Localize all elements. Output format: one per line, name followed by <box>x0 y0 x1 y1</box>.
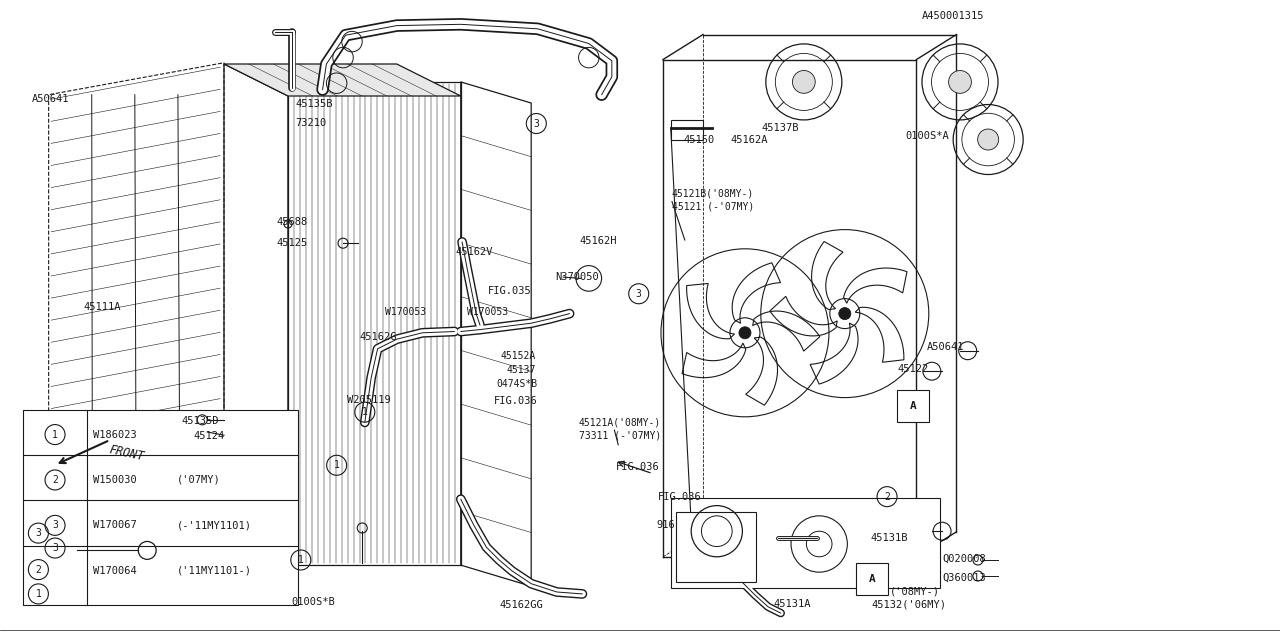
Text: 1: 1 <box>298 555 303 565</box>
Text: 3: 3 <box>52 543 58 553</box>
Text: W170053: W170053 <box>467 307 508 317</box>
Text: A50641: A50641 <box>927 342 964 352</box>
Text: 45150: 45150 <box>684 134 714 145</box>
Text: W170064: W170064 <box>93 566 137 576</box>
Text: N370050: N370050 <box>556 272 599 282</box>
Text: W170067: W170067 <box>93 520 137 531</box>
Text: 45137B: 45137B <box>762 123 799 133</box>
Text: 0100S*B: 0100S*B <box>292 596 335 607</box>
Text: 45688: 45688 <box>276 217 307 227</box>
Text: ('11MY1101-): ('11MY1101-) <box>177 566 252 576</box>
Bar <box>671 120 703 140</box>
Text: 45135D: 45135D <box>182 416 219 426</box>
Text: 45121B('08MY-): 45121B('08MY-) <box>672 188 754 198</box>
Text: 0100S*A: 0100S*A <box>905 131 948 141</box>
Text: 3: 3 <box>534 118 539 129</box>
Text: A: A <box>869 574 876 584</box>
Text: 1: 1 <box>52 429 58 440</box>
Text: 45135B: 45135B <box>296 99 333 109</box>
Circle shape <box>838 308 851 319</box>
Text: 2: 2 <box>884 492 890 502</box>
Text: Q020008: Q020008 <box>942 554 986 564</box>
Text: 45124: 45124 <box>193 431 224 442</box>
Text: ('07MY): ('07MY) <box>177 475 220 485</box>
Text: 1: 1 <box>334 460 339 470</box>
Text: 45162GG: 45162GG <box>499 600 543 610</box>
Text: ('08MY-): ('08MY-) <box>890 586 940 596</box>
Text: 45111A: 45111A <box>83 302 120 312</box>
Text: 45122: 45122 <box>897 364 928 374</box>
Text: 45131A: 45131A <box>773 599 810 609</box>
Text: 45162H: 45162H <box>580 236 617 246</box>
Text: 45162G: 45162G <box>360 332 397 342</box>
Text: 45121A('08MY-): 45121A('08MY-) <box>579 417 660 428</box>
Text: 45152A: 45152A <box>500 351 536 362</box>
Text: 91612E: 91612E <box>657 520 694 530</box>
Text: 1: 1 <box>362 407 367 417</box>
Text: 1: 1 <box>36 589 41 599</box>
Text: W150030: W150030 <box>93 475 137 485</box>
Text: W186023: W186023 <box>93 429 137 440</box>
Text: W205119: W205119 <box>347 395 390 405</box>
Polygon shape <box>224 64 461 96</box>
Text: 45125: 45125 <box>276 238 307 248</box>
Text: 73210: 73210 <box>296 118 326 128</box>
Text: W170053: W170053 <box>385 307 426 317</box>
Bar <box>856 563 888 595</box>
Text: 0474S*B: 0474S*B <box>497 379 538 389</box>
Bar <box>671 498 940 588</box>
Bar <box>676 512 755 582</box>
Text: FIG.036: FIG.036 <box>616 462 659 472</box>
Ellipse shape <box>792 70 815 93</box>
Text: 73311 (-'07MY): 73311 (-'07MY) <box>579 430 660 440</box>
Text: A50641: A50641 <box>32 93 69 104</box>
Bar <box>23 410 298 605</box>
Text: 3: 3 <box>52 520 58 531</box>
Text: 45132('06MY): 45132('06MY) <box>872 599 947 609</box>
Ellipse shape <box>978 129 998 150</box>
Text: FIG.035: FIG.035 <box>488 286 531 296</box>
Bar <box>897 390 929 422</box>
Text: 3: 3 <box>636 289 641 299</box>
Text: FRONT: FRONT <box>108 443 146 463</box>
Text: 45137: 45137 <box>507 365 536 375</box>
Ellipse shape <box>948 70 972 93</box>
Text: FIG.036: FIG.036 <box>494 396 538 406</box>
Text: Q360013: Q360013 <box>942 573 986 583</box>
Text: (-'11MY1101): (-'11MY1101) <box>177 520 252 531</box>
Text: 2: 2 <box>52 475 58 485</box>
Text: A450001315: A450001315 <box>922 11 984 21</box>
Text: 3: 3 <box>36 528 41 538</box>
Circle shape <box>739 327 751 339</box>
Text: 45162A: 45162A <box>731 134 768 145</box>
Text: 45162V: 45162V <box>456 246 493 257</box>
Text: 45121 (-'07MY): 45121 (-'07MY) <box>672 201 754 211</box>
Text: FIG.036: FIG.036 <box>658 492 701 502</box>
Text: 45131B: 45131B <box>870 532 908 543</box>
Text: A: A <box>910 401 916 412</box>
Text: 2: 2 <box>36 564 41 575</box>
